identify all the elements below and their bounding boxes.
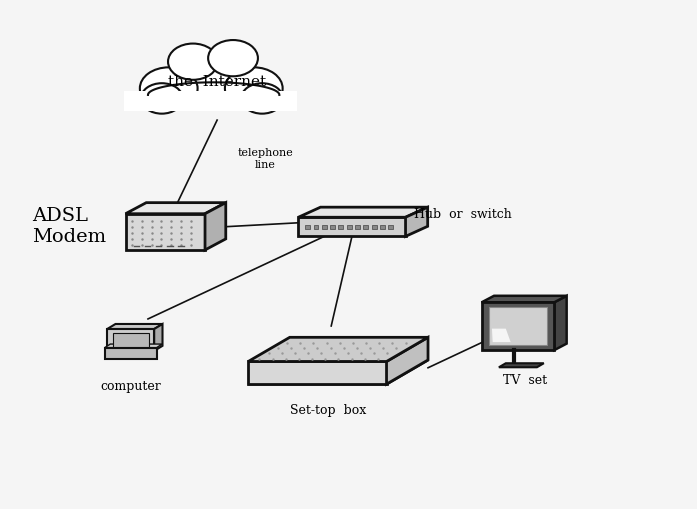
Text: Set-top  box: Set-top box bbox=[290, 404, 366, 417]
Polygon shape bbox=[105, 348, 157, 359]
Bar bbox=[305, 225, 310, 230]
Bar bbox=[388, 225, 393, 230]
Circle shape bbox=[168, 44, 218, 80]
Text: computer: computer bbox=[100, 380, 161, 393]
Polygon shape bbox=[406, 207, 428, 236]
Bar bbox=[355, 225, 360, 230]
Circle shape bbox=[225, 67, 283, 109]
Bar bbox=[380, 225, 385, 230]
Text: ADSL
Modem: ADSL Modem bbox=[32, 207, 106, 246]
Polygon shape bbox=[387, 337, 428, 384]
Bar bbox=[314, 225, 319, 230]
Bar bbox=[339, 225, 344, 230]
Polygon shape bbox=[482, 302, 554, 350]
Text: telephone
line: telephone line bbox=[238, 148, 293, 169]
Polygon shape bbox=[205, 203, 226, 250]
Polygon shape bbox=[124, 91, 297, 111]
Circle shape bbox=[141, 83, 183, 114]
Polygon shape bbox=[107, 324, 162, 329]
Bar bbox=[330, 225, 335, 230]
Polygon shape bbox=[298, 217, 406, 236]
Polygon shape bbox=[154, 324, 162, 351]
Polygon shape bbox=[554, 296, 567, 350]
Bar bbox=[363, 225, 368, 230]
Polygon shape bbox=[107, 329, 154, 351]
Circle shape bbox=[140, 67, 197, 109]
Polygon shape bbox=[298, 207, 428, 217]
Polygon shape bbox=[124, 81, 297, 108]
Text: the  Internet: the Internet bbox=[168, 75, 266, 89]
Circle shape bbox=[171, 57, 243, 109]
Polygon shape bbox=[492, 329, 511, 342]
Bar bbox=[322, 225, 327, 230]
Polygon shape bbox=[113, 333, 148, 347]
Polygon shape bbox=[248, 360, 428, 384]
Text: Hub  or  switch: Hub or switch bbox=[414, 208, 512, 221]
Circle shape bbox=[241, 83, 283, 114]
Polygon shape bbox=[248, 337, 428, 361]
Polygon shape bbox=[125, 214, 205, 250]
Polygon shape bbox=[248, 361, 387, 384]
Polygon shape bbox=[125, 203, 226, 214]
Bar bbox=[347, 225, 351, 230]
Polygon shape bbox=[489, 307, 547, 345]
Polygon shape bbox=[499, 363, 544, 367]
Text: TV  set: TV set bbox=[503, 374, 547, 387]
Polygon shape bbox=[482, 296, 567, 302]
Polygon shape bbox=[105, 344, 162, 348]
Bar bbox=[372, 225, 376, 230]
Circle shape bbox=[208, 40, 258, 76]
